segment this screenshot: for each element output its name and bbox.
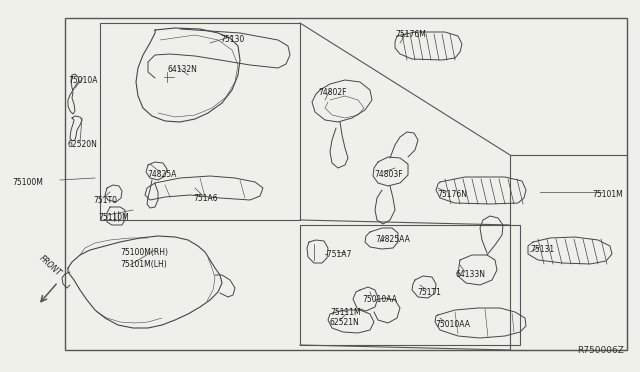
Text: 751T1: 751T1 — [417, 288, 441, 297]
Text: 751T0: 751T0 — [93, 196, 117, 205]
Text: 75110M: 75110M — [98, 213, 129, 222]
Text: 75130: 75130 — [220, 35, 244, 44]
Text: 75131: 75131 — [530, 245, 554, 254]
Text: 75010AA: 75010AA — [435, 320, 470, 329]
Text: 64132N: 64132N — [168, 65, 198, 74]
Text: R750006Z: R750006Z — [577, 346, 624, 355]
Text: 74802F: 74802F — [318, 88, 346, 97]
Text: 75176N: 75176N — [437, 190, 467, 199]
Text: -751A7: -751A7 — [325, 250, 353, 259]
Text: 75100M: 75100M — [12, 178, 43, 187]
Text: 75111M: 75111M — [330, 308, 360, 317]
Text: 75101M: 75101M — [592, 190, 623, 199]
Text: 74803F: 74803F — [374, 170, 403, 179]
Text: 75176M: 75176M — [395, 30, 426, 39]
Text: 62521N: 62521N — [330, 318, 360, 327]
Text: 64133N: 64133N — [455, 270, 485, 279]
Text: 75010AA: 75010AA — [362, 295, 397, 304]
Bar — [100, 23, 300, 220]
Text: FRONT: FRONT — [37, 254, 63, 278]
Text: 75100M(RH): 75100M(RH) — [120, 248, 168, 257]
Bar — [510, 155, 627, 350]
Text: 74825A: 74825A — [147, 170, 177, 179]
Text: 751A6: 751A6 — [193, 194, 218, 203]
Text: 75010A: 75010A — [68, 76, 97, 85]
Text: 62520N: 62520N — [68, 140, 98, 149]
Text: 75101M(LH): 75101M(LH) — [120, 260, 167, 269]
Bar — [300, 225, 520, 345]
Bar — [65, 18, 627, 350]
Text: 74825AA: 74825AA — [375, 235, 410, 244]
